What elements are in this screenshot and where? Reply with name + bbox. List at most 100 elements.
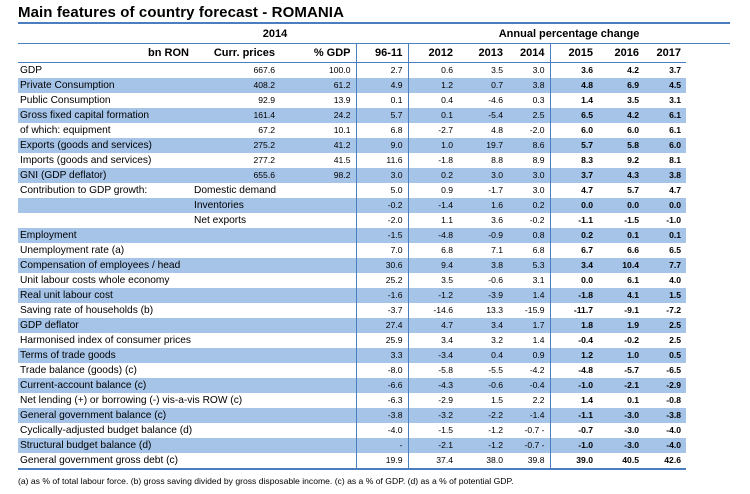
row-label: Contribution to GDP growth: [20, 185, 148, 196]
value-cell-2016: 6.6 [627, 245, 640, 255]
value-cell-2014: 6.8 [532, 245, 545, 255]
table-row: Net exports -2.0 1.1 3.6 -0.2 -1.1 -1.5 -1.0 [18, 213, 730, 228]
value-cell-96-11: 0.1 [355, 93, 409, 108]
value-cell-96-11: 3.0 [355, 168, 409, 183]
value-cell-2012: 1.2 [407, 78, 459, 93]
value-cell-2015: -4.8 [549, 363, 599, 378]
value-cell-2016: 1.0 [598, 348, 645, 363]
value-cell-2017: 4.0 [669, 275, 682, 285]
row-label: Gross fixed capital formation [18, 108, 194, 123]
value-cell-2017: 4.5 [644, 78, 687, 93]
pct-gdp-cell: 10.1 [333, 125, 351, 135]
curr-prices-cell: 667.6 [253, 65, 275, 75]
value-cell-2016: -0.2 [624, 335, 640, 345]
value-cell-2012: -2.9 [407, 393, 459, 408]
value-cell-2016: 0.1 [627, 395, 640, 405]
value-cell-96-11: 7.0 [355, 243, 409, 258]
row-label: Unemployment rate (a) [20, 245, 125, 256]
value-cell-96-11: 9.0 [355, 138, 409, 153]
value-cell-2017: 3.1 [669, 95, 682, 105]
value-cell-2013: 19.7 [458, 138, 509, 153]
value-cell-2015: 3.6 [549, 62, 599, 78]
value-cell-2013: 8.8 [491, 155, 504, 165]
value-cell-2014: 3.0 [532, 185, 545, 195]
value-cell-2015: -1.1 [549, 213, 599, 228]
row-label: of which: equipment [20, 125, 111, 136]
year-header-2017: 2017 [644, 43, 687, 63]
value-cell-2015: 1.8 [549, 318, 599, 333]
table-row: GDP 667.6 100.0 2.7 0.6 3.5 3.0 3.6 4.2 3.7 [18, 62, 730, 78]
table-row: Net lending (+) or borrowing (-) vis-a-v… [18, 393, 730, 408]
value-cell-96-11: 4.9 [355, 78, 409, 93]
value-cell-2016: 4.2 [598, 108, 645, 123]
row-label: Saving rate of households (b) [20, 305, 154, 316]
year-header-2016: 2016 [598, 43, 645, 63]
value-cell-2012: -4.8 [407, 228, 459, 243]
table-row: Harmonised index of consumer prices 25.9 3… [18, 333, 730, 348]
value-cell-2012: 37.4 [407, 453, 459, 470]
value-cell-2012: 0.2 [407, 168, 459, 183]
value-cell-2016: 5.8 [598, 138, 645, 153]
pct-gdp-cell: 100.0 [329, 65, 351, 75]
value-cell-2012: 6.8 [407, 243, 459, 258]
table-row: Imports (goods and services) 277.2 41.5 11.… [18, 153, 730, 168]
forecast-table: 2014 Annual percentage change bn RON Curr.… [18, 25, 731, 470]
value-cell-96-11: -0.2 [355, 198, 409, 213]
value-cell-2015: -11.7 [549, 303, 599, 318]
value-cell-2012: 0.6 [407, 62, 459, 78]
row-label: Real unit labour cost [18, 288, 357, 303]
value-cell-2014: 5.3 [508, 258, 551, 273]
value-cell-2015: 3.7 [549, 168, 599, 183]
value-cell-2015: 39.0 [549, 453, 599, 470]
value-cell-2015: 3.4 [549, 258, 599, 273]
pct-gdp-cell: 41.2 [280, 138, 357, 153]
table-row: Private Consumption 408.2 61.2 4.9 1.2 0.7 3.8… [18, 78, 730, 93]
curr-prices-cell: 655.6 [194, 168, 280, 183]
table-row: Exports (goods and services) 275.2 41.2 9.0… [18, 138, 730, 153]
year-header-2014: 2014 [508, 43, 551, 63]
value-cell-2016: -3.0 [624, 425, 640, 435]
curr-prices-cell: 161.4 [194, 108, 280, 123]
value-cell-2015: 0.0 [549, 273, 599, 288]
value-cell-2013: 1.6 [458, 198, 509, 213]
year-header-96-11: 96-11 [355, 43, 409, 63]
value-cell-2014: 3.1 [532, 275, 545, 285]
table-row: Inventories -0.2 -1.4 1.6 0.2 0.0 0.0 0.0 [18, 198, 730, 213]
pct-gdp-header: % GDP [280, 43, 357, 63]
value-cell-2013: 3.2 [491, 335, 504, 345]
row-label: GNI (GDP deflator) [18, 168, 194, 183]
value-cell-2014: 1.4 [532, 335, 545, 345]
value-cell-2014: 1.4 [508, 288, 551, 303]
table-row: General government balance (c) -3.8 -3.2 -2… [18, 408, 730, 423]
year-header-2015: 2015 [549, 43, 599, 63]
base-year-header: 2014 [194, 25, 357, 44]
curr-prices-header: Curr. prices [194, 43, 280, 63]
table-row: General government gross debt (c) 19.9 37.… [18, 453, 730, 470]
value-cell-2012: -3.2 [407, 408, 459, 423]
row-label: General government balance (c) [18, 408, 357, 423]
value-cell-2017: 6.5 [669, 245, 682, 255]
value-cell-2016: -3.0 [598, 408, 645, 423]
value-cell-2017: -4.0 [666, 425, 682, 435]
value-cell-2014: 3.0 [508, 168, 551, 183]
table-row: Gross fixed capital formation 161.4 24.2 5.… [18, 108, 730, 123]
row-label: Structural budget balance (d) [18, 438, 357, 453]
value-cell-96-11: 6.8 [355, 123, 409, 138]
value-cell-2017: 6.1 [669, 125, 682, 135]
value-cell-96-11: - [355, 438, 409, 453]
value-cell-2015: 6.5 [549, 108, 599, 123]
value-cell-96-11: 25.9 [355, 333, 409, 348]
value-cell-2013: 7.1 [491, 245, 504, 255]
value-cell-2017: 0.5 [644, 348, 687, 363]
value-cell-2013: 38.0 [458, 453, 509, 470]
value-cell-2013: 0.4 [458, 348, 509, 363]
value-cell-2015: -1.0 [549, 438, 599, 453]
value-cell-2016: 9.2 [627, 155, 640, 165]
value-cell-2013: 3.6 [491, 215, 504, 225]
row-label: Terms of trade goods [18, 348, 357, 363]
value-cell-2015: 6.0 [549, 123, 599, 138]
value-cell-2015: 1.4 [549, 393, 599, 408]
value-cell-2012: 0.9 [407, 183, 459, 198]
value-cell-2017: 6.1 [644, 108, 687, 123]
